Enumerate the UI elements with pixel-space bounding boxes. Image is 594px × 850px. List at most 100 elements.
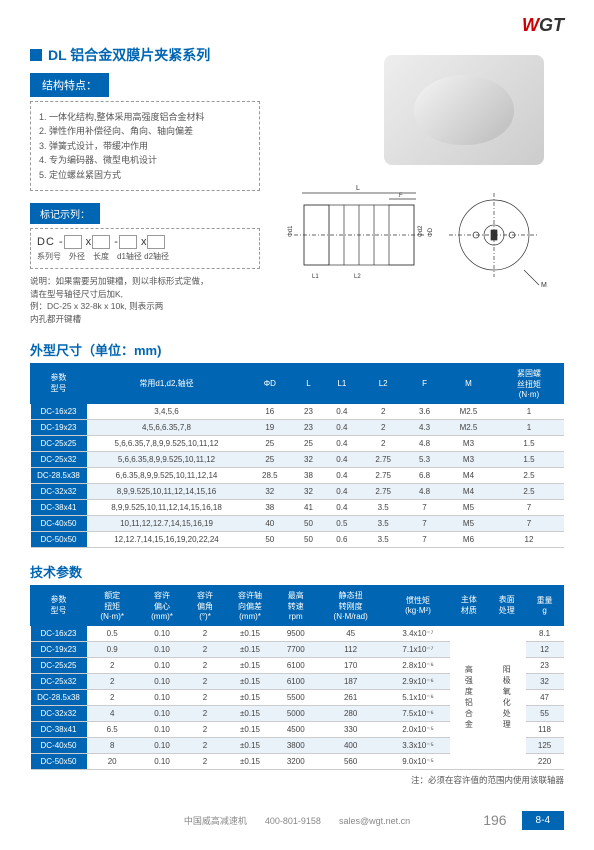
marking-desc: 说明：如果需要另加键槽，则以非标形式定做， 请在型号轴径尺寸后加K, 例：DC-… xyxy=(30,275,260,326)
table-cell: ±0.15 xyxy=(224,657,276,673)
table-row: DC-40x5010,11,12,12.7,14,15,16,1940500.5… xyxy=(31,515,564,531)
table-cell: M5 xyxy=(443,499,495,515)
table-cell: 7 xyxy=(494,499,563,515)
table-cell: 3.4x10⁻⁷ xyxy=(386,625,450,641)
table-cell: 12 xyxy=(494,531,563,547)
table-cell: DC-32x32 xyxy=(31,705,87,721)
table-cell: 20 xyxy=(87,753,138,769)
table-cell: 5.3 xyxy=(407,451,443,467)
table-cell: 6100 xyxy=(276,657,315,673)
table-cell: ±0.15 xyxy=(224,689,276,705)
table-cell: 6100 xyxy=(276,673,315,689)
table-cell: DC-19x23 xyxy=(31,419,87,435)
table-cell: 2 xyxy=(360,435,407,451)
table-cell: 6,6.35,8,9,9.525,10,11,12,14 xyxy=(87,467,247,483)
table-cell: 1.5 xyxy=(494,451,563,467)
table-cell: 0.10 xyxy=(138,673,186,689)
table-cell: ±0.15 xyxy=(224,721,276,737)
table-cell: 25 xyxy=(247,435,294,451)
table-cell: 2 xyxy=(186,625,224,641)
table-cell: 400 xyxy=(315,737,386,753)
table-cell: 32 xyxy=(293,451,324,467)
table-cell: M6 xyxy=(443,531,495,547)
table-cell: 8 xyxy=(87,737,138,753)
svg-text:M: M xyxy=(541,282,547,289)
table-cell: 41 xyxy=(293,499,324,515)
table-cell: 0.10 xyxy=(138,689,186,705)
table-row: DC-25x255,6,6.35,7,8,9,9.525,10,11,12252… xyxy=(31,435,564,451)
table-cell: 2.9x10⁻⁶ xyxy=(386,673,450,689)
table-cell: M5 xyxy=(443,515,495,531)
table-cell: 3200 xyxy=(276,753,315,769)
table-cell: 32 xyxy=(293,483,324,499)
table-row: DC-16x233,4,5,616230.423.6M2.51 xyxy=(31,403,564,419)
table-cell: 23 xyxy=(293,419,324,435)
table-row: DC-16x230.50.102±0.159500453.4x10⁻⁷高 强 度… xyxy=(31,625,564,641)
table-cell: 5.1x10⁻⁶ xyxy=(386,689,450,705)
table-row: DC-50x5012,12.7,14,15,16,19,20,22,245050… xyxy=(31,531,564,547)
table-cell: 12 xyxy=(526,641,564,657)
marking-x: x xyxy=(82,236,93,248)
tech-table: 参数 型号额定 扭矩 (N·m)*容许 偏心 (mm)*容许 偏角 (°)*容许… xyxy=(30,585,564,770)
table-cell: 5500 xyxy=(276,689,315,705)
marking-code: DC - xyxy=(37,236,64,248)
table-cell: 2 xyxy=(186,721,224,737)
table-cell: DC-40x50 xyxy=(31,737,87,753)
table-cell: 2.5 xyxy=(494,483,563,499)
table-cell: 2.75 xyxy=(360,467,407,483)
table-cell: 5000 xyxy=(276,705,315,721)
dimension-table: 参数 型号常用d1,d2,轴径ΦDLL1L2FM紧固螺 丝扭矩 (N·m) DC… xyxy=(30,363,564,548)
table-cell: 1.5 xyxy=(494,435,563,451)
table-cell: 7.5x10⁻⁶ xyxy=(386,705,450,721)
table-cell: DC-40x50 xyxy=(31,515,87,531)
table-cell: 0.4 xyxy=(324,499,360,515)
table-cell: 0.10 xyxy=(138,625,186,641)
table-cell: 38 xyxy=(293,467,324,483)
table-cell: 23 xyxy=(526,657,564,673)
table-cell: 3,4,5,6 xyxy=(87,403,247,419)
table-cell: 38 xyxy=(247,499,294,515)
table-cell: M4 xyxy=(443,483,495,499)
footer-email: sales@wgt.net.cn xyxy=(339,816,410,826)
brand-logo: WGT xyxy=(522,15,564,36)
table-header: 容许 偏心 (mm)* xyxy=(138,585,186,625)
table-cell: 5,6,6.35,8,9,9.525,10,11,12 xyxy=(87,451,247,467)
marking-label: 标记示列： xyxy=(30,203,100,224)
table-cell: 7.1x10⁻⁷ xyxy=(386,641,450,657)
table-cell: 28.5 xyxy=(247,467,294,483)
table-cell: 2 xyxy=(186,753,224,769)
table-cell: 2.75 xyxy=(360,451,407,467)
table-cell: 7700 xyxy=(276,641,315,657)
table-row: DC-32x328,9,9.525,10,11,12,14,15,1632320… xyxy=(31,483,564,499)
table-cell: 0.4 xyxy=(324,419,360,435)
table-cell: 0.10 xyxy=(138,657,186,673)
table-cell: 7 xyxy=(494,515,563,531)
table-cell: 高 强 度 铝 合 金 xyxy=(450,625,488,769)
table-cell: 45 xyxy=(315,625,386,641)
table-cell: 0.10 xyxy=(138,753,186,769)
table-cell: 4.3 xyxy=(407,419,443,435)
table-row: DC-38x418,9,9.525,10,11,12,14,15,16,1838… xyxy=(31,499,564,515)
table-cell: 32 xyxy=(247,483,294,499)
table-cell: 0.9 xyxy=(87,641,138,657)
table-cell: 5,6,6.35,7,8,9,9.525,10,11,12 xyxy=(87,435,247,451)
table-cell: 8,9,9.525,10,11,12,14,15,16 xyxy=(87,483,247,499)
image-area: L F L1 L2 Φd1 Φd2 ΦD M xyxy=(284,55,564,295)
table-cell: 2 xyxy=(87,673,138,689)
feature-item: 2. 弹性作用补偿径向、角向、轴向偏差 xyxy=(39,124,251,138)
table-cell: 1 xyxy=(494,403,563,419)
table-cell: 2 xyxy=(186,705,224,721)
table-cell: 0.4 xyxy=(324,403,360,419)
table-header: M xyxy=(443,363,495,403)
feature-item: 4. 专为编码器、微型电机设计 xyxy=(39,153,251,167)
table-cell: DC-28.5x38 xyxy=(31,689,87,705)
table-header: 主体 材质 xyxy=(450,585,488,625)
table-header: 参数 型号 xyxy=(31,363,87,403)
marking-x2: x xyxy=(137,236,148,248)
table-cell: M3 xyxy=(443,435,495,451)
table-cell: 3.5 xyxy=(360,515,407,531)
table-cell: DC-16x23 xyxy=(31,403,87,419)
table-cell: 3800 xyxy=(276,737,315,753)
table-header: 重量 g xyxy=(526,585,564,625)
table-cell: 2 xyxy=(186,641,224,657)
